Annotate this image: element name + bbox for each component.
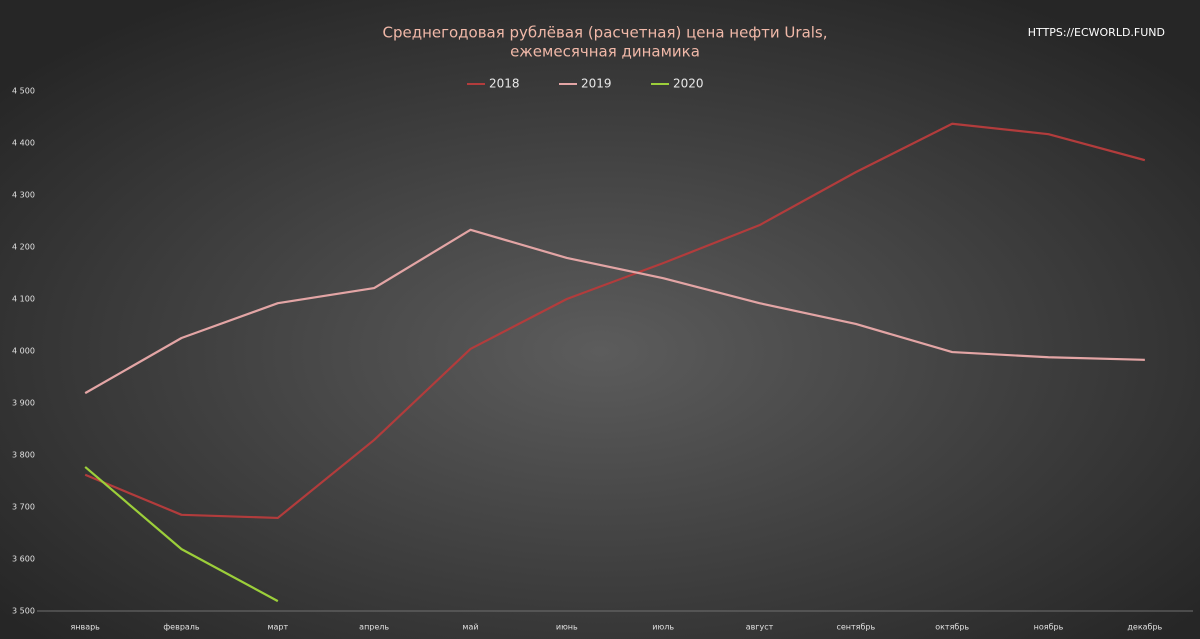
x-tick-label: декабрь: [1127, 623, 1162, 632]
chart-title: Среднегодовая рублёвая (расчетная) цена …: [382, 24, 827, 42]
series-line: [84, 466, 279, 603]
y-tick-label: 4 300: [12, 191, 35, 200]
y-tick-label: 4 400: [12, 139, 35, 148]
x-tick-label: октябрь: [935, 623, 969, 632]
x-tick-label: ноябрь: [1034, 623, 1064, 632]
x-tick-label: апрель: [359, 623, 389, 632]
y-tick-label: 4 100: [12, 295, 35, 304]
legend-label: 2018: [489, 77, 520, 91]
x-tick-label: май: [462, 623, 478, 632]
series-line: [84, 122, 1146, 520]
y-tick-label: 3 800: [12, 451, 35, 460]
y-tick-label: 4 200: [12, 243, 35, 252]
x-tick-label: июль: [652, 623, 674, 632]
y-tick-label: 4 500: [12, 87, 35, 96]
watermark: HTTPS://ECWORLD.FUND: [1028, 26, 1165, 39]
x-tick-label: февраль: [163, 623, 200, 632]
legend-label: 2019: [581, 77, 612, 91]
y-tick-label: 3 900: [12, 399, 35, 408]
y-tick-label: 4 000: [12, 347, 35, 356]
y-tick-label: 3 600: [12, 555, 35, 564]
x-tick-label: июнь: [556, 623, 578, 632]
legend-label: 2020: [673, 77, 704, 91]
x-tick-label: март: [267, 623, 288, 632]
y-tick-label: 3 500: [12, 607, 35, 616]
x-tick-label: январь: [70, 623, 100, 632]
chart-title: ежемесячная динамика: [510, 43, 700, 61]
y-tick-label: 3 700: [12, 503, 35, 512]
x-tick-label: сентябрь: [836, 623, 875, 632]
x-tick-label: август: [746, 623, 774, 632]
series-line: [84, 228, 1145, 395]
